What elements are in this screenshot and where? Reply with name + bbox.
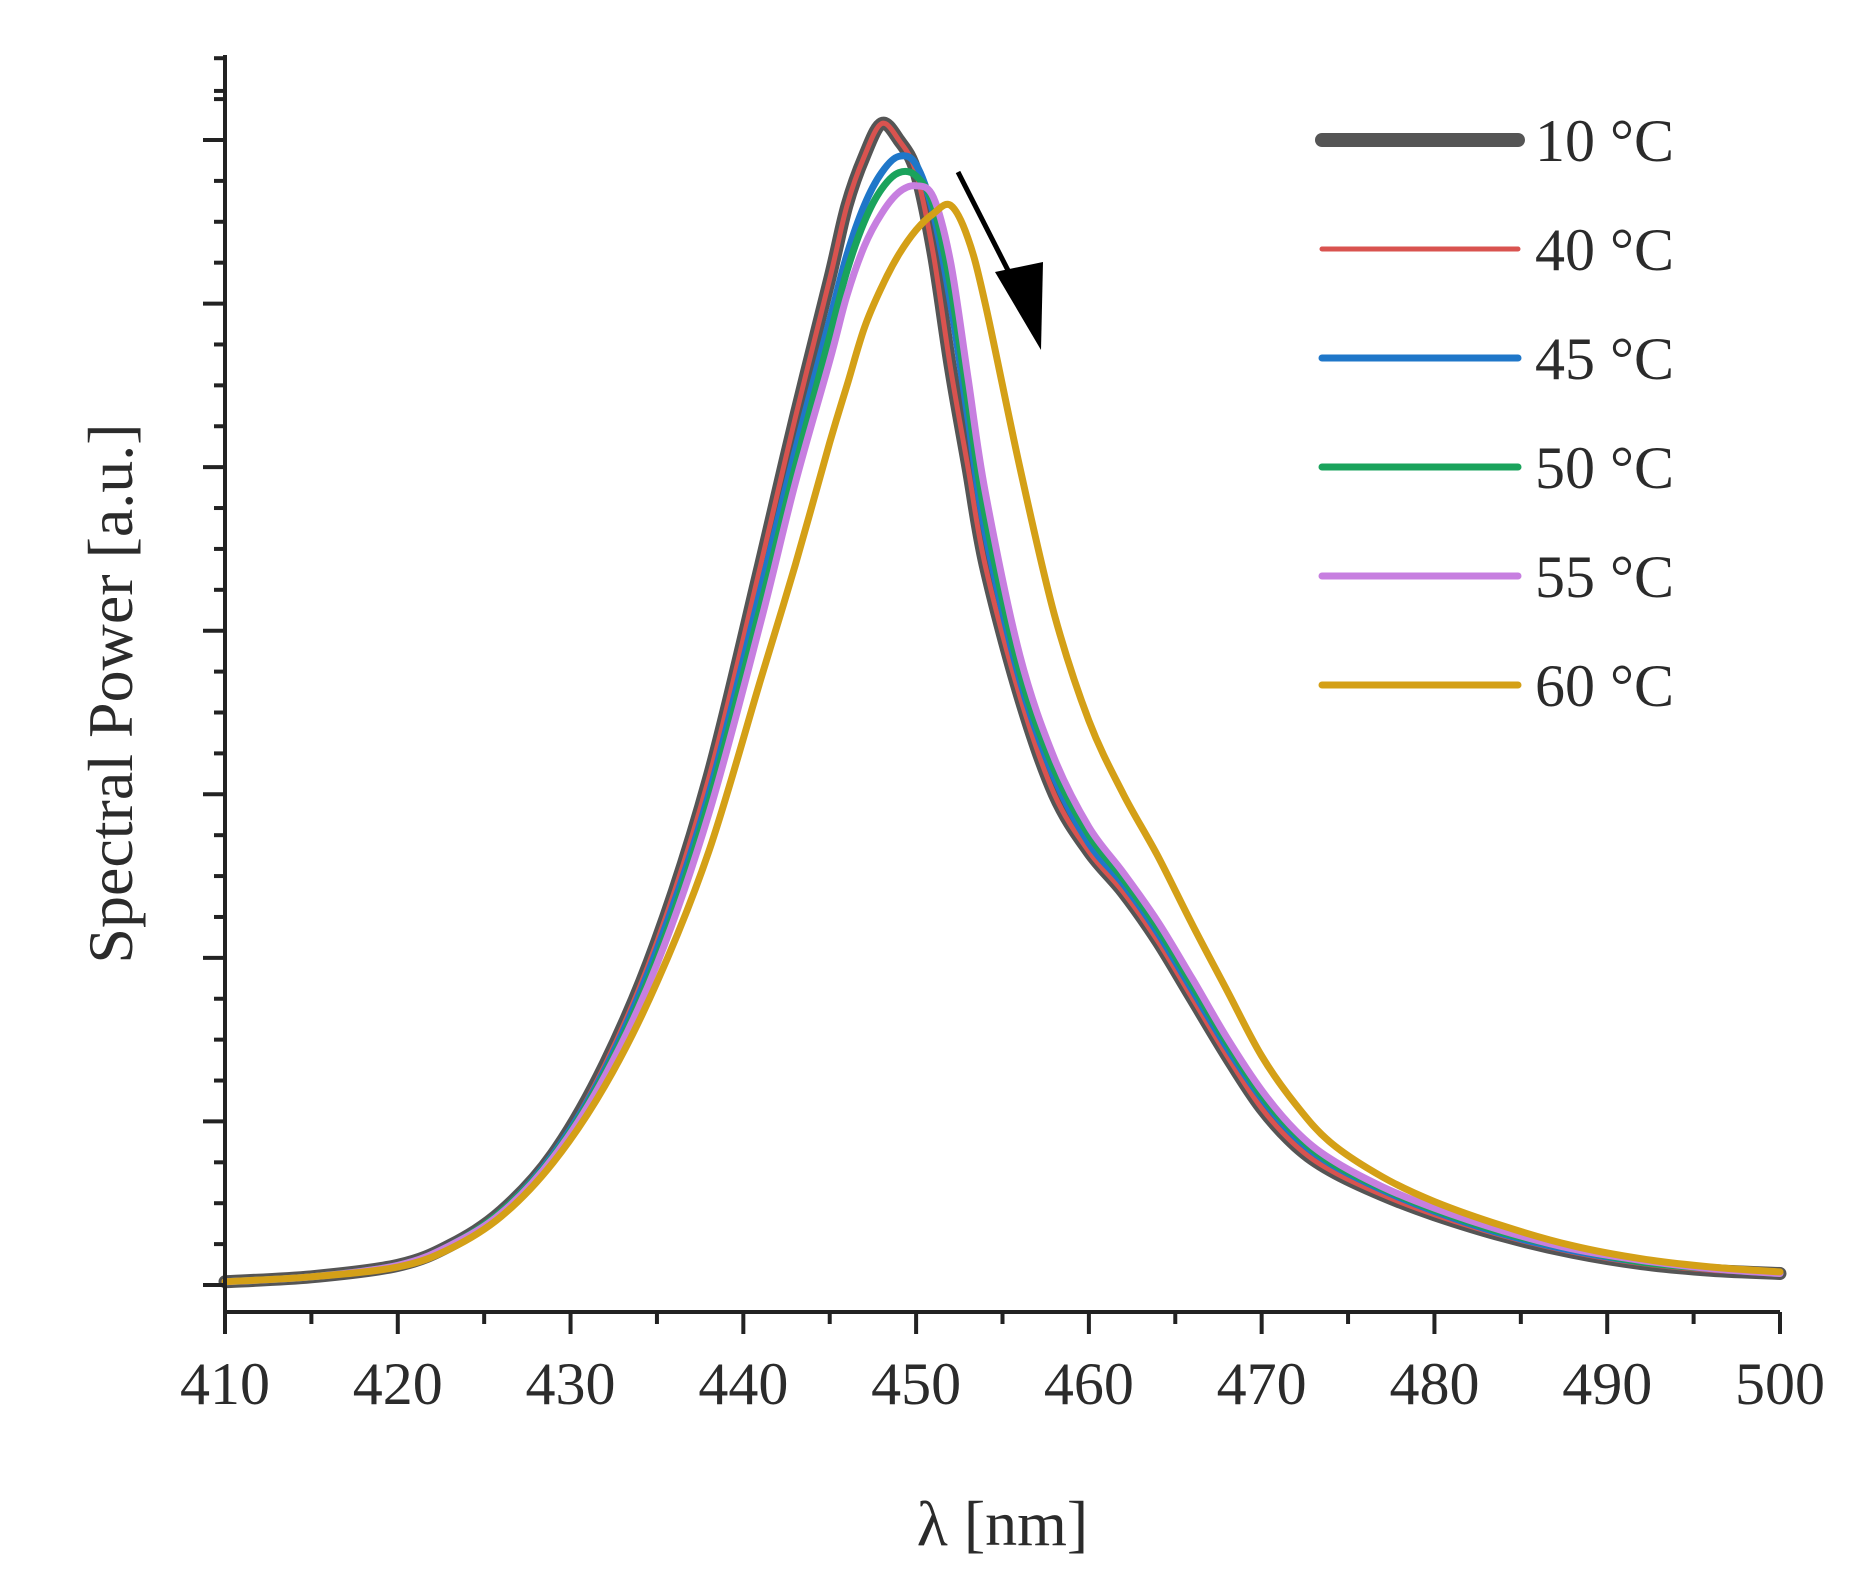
- annotation: [955, 170, 1043, 350]
- x-axis-title: λ [nm]: [917, 1488, 1088, 1559]
- plot-lines: [218, 116, 1787, 1289]
- legend-label-55-c: 55 °C: [1535, 544, 1674, 610]
- x-tick-label-440: 440: [698, 1351, 788, 1417]
- x-tick-label-430: 430: [526, 1351, 616, 1417]
- legend-label-40-c: 40 °C: [1535, 217, 1674, 283]
- legend-label-10-c: 10 °C: [1535, 108, 1674, 174]
- x-tick-label-480: 480: [1389, 1351, 1479, 1417]
- axes: 410 420 430 440 450 460 470 480 490 500: [180, 55, 1825, 1417]
- series-line-60-c: [221, 200, 1784, 1286]
- series-line-55-c: [221, 182, 1784, 1286]
- x-tick-label-410: 410: [180, 1351, 270, 1417]
- x-tick-label-490: 490: [1562, 1351, 1652, 1417]
- legend: 10 °C 40 °C 45 °C 50 °C 55 °C 60 °C: [1315, 108, 1674, 719]
- y-axis-title: Spectral Power [a.u.]: [75, 423, 146, 963]
- x-tick-label-460: 460: [1044, 1351, 1134, 1417]
- x-tick-label-500: 500: [1735, 1351, 1825, 1417]
- trend-arrow-head: [995, 262, 1043, 350]
- x-tick-label-420: 420: [353, 1351, 443, 1417]
- x-tick-label-470: 470: [1217, 1351, 1307, 1417]
- legend-label-50-c: 50 °C: [1535, 435, 1674, 501]
- legend-label-60-c: 60 °C: [1535, 653, 1674, 719]
- legend-label-45-c: 45 °C: [1535, 326, 1674, 392]
- x-tick-label-450: 450: [871, 1351, 961, 1417]
